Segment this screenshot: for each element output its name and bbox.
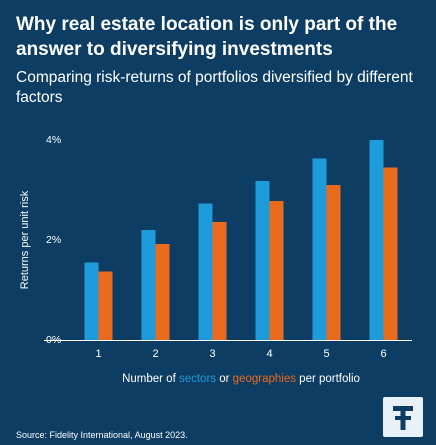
x-tick-label: 6 — [380, 348, 386, 360]
y-axis-label: Returns per unit risk — [19, 190, 31, 289]
chart-subtitle: Comparing risk-returns of portfolios div… — [16, 69, 413, 106]
bar-geographies-3 — [212, 222, 227, 340]
bar-sectors-1 — [84, 262, 99, 340]
x-axis-label: Number of sectors or geographies per por… — [122, 373, 360, 385]
bar-geographies-6 — [383, 167, 398, 340]
bar-geographies-5 — [326, 185, 341, 340]
x-tick-label: 4 — [266, 348, 272, 360]
x-axis-label-part: per portfolio — [296, 373, 360, 385]
axes-group: 1 2 3 4 5 6 0% 2% 4% — [44, 134, 412, 360]
bar-sectors-3 — [198, 203, 213, 340]
x-tick-label: 1 — [95, 348, 101, 360]
y-tick-label: 2% — [46, 234, 61, 246]
fidelity-logo-icon — [383, 397, 423, 437]
x-axis-label-sectors: sectors — [179, 373, 216, 385]
bar-sectors-4 — [255, 181, 270, 340]
bar-sectors-6 — [369, 140, 384, 340]
y-tick-label: 0% — [46, 334, 61, 346]
y-tick-label: 4% — [46, 134, 61, 146]
bar-geographies-4 — [269, 201, 284, 340]
bar-sectors-2 — [141, 230, 156, 340]
bars-group — [84, 140, 398, 340]
x-tick-label: 5 — [323, 348, 329, 360]
x-tick-label: 3 — [209, 348, 215, 360]
x-axis-label-geographies: geographies — [233, 373, 297, 385]
x-axis-label-part: or — [216, 373, 233, 385]
bar-sectors-5 — [312, 158, 327, 340]
bar-geographies-2 — [155, 244, 170, 340]
chart-title: Why real estate location is only part of… — [16, 14, 398, 60]
source-note: Source: Fidelity International, August 2… — [16, 430, 188, 440]
x-tick-label: 2 — [152, 348, 158, 360]
bar-geographies-1 — [98, 271, 113, 340]
x-axis-label-part: Number of — [122, 373, 179, 385]
